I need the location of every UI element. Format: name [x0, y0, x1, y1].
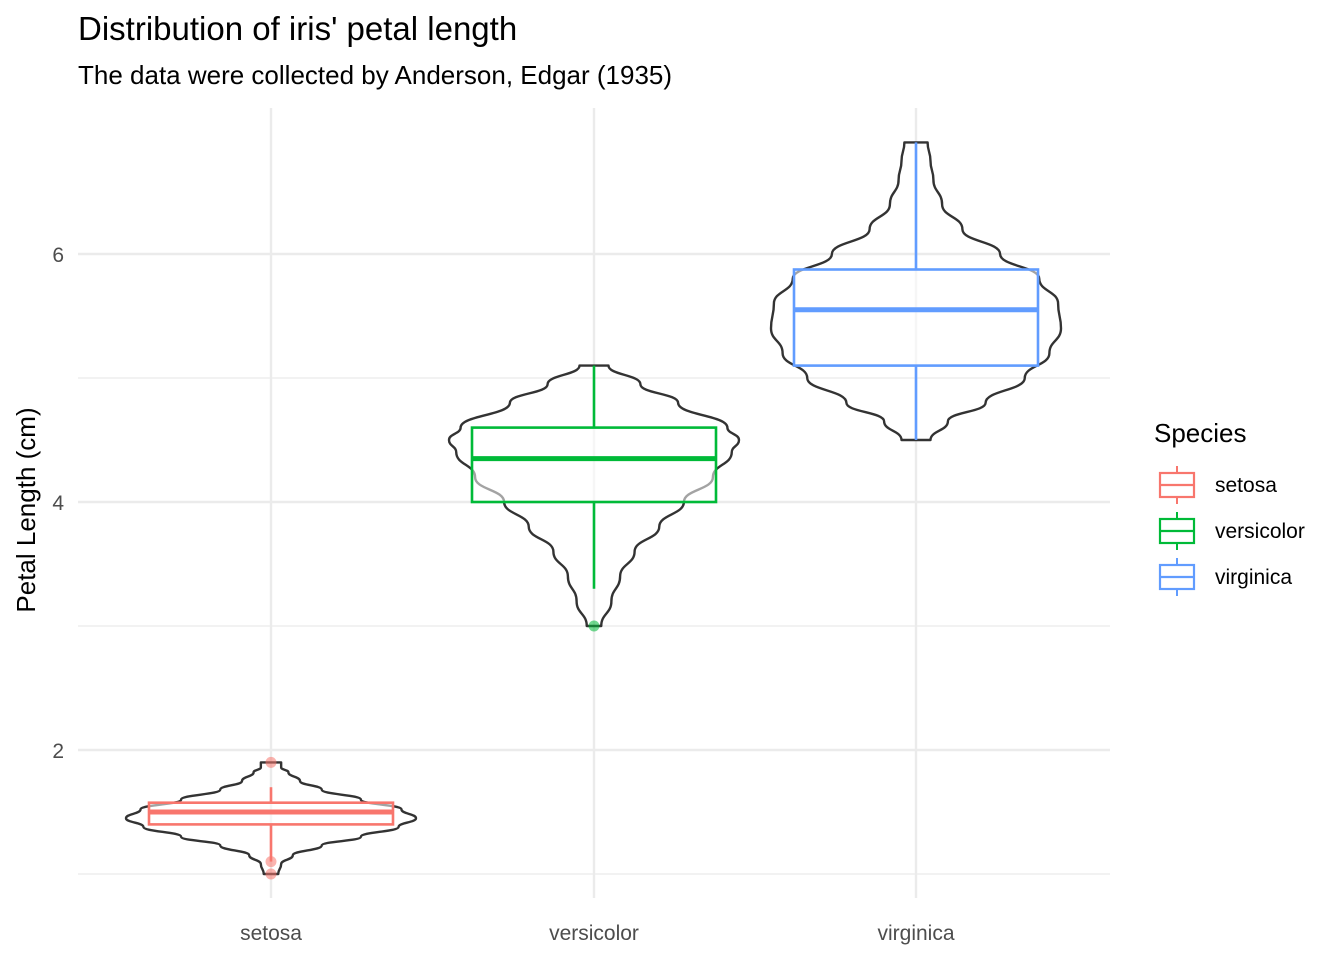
outlier-point [265, 868, 277, 880]
chart-subtitle: The data were collected by Anderson, Edg… [78, 60, 672, 90]
y-tick-label: 2 [52, 740, 64, 763]
box-virginica [792, 268, 1040, 367]
legend-label-virginica: virginica [1215, 566, 1292, 589]
x-tick-label: versicolor [549, 922, 639, 945]
outlier-point [265, 756, 277, 768]
violin-versicolor [447, 364, 741, 628]
box-versicolor [470, 426, 718, 504]
legend-label-setosa: setosa [1215, 474, 1277, 497]
legend-label-versicolor: versicolor [1215, 520, 1305, 543]
x-tick-label: setosa [240, 922, 302, 945]
x-tick-label: virginica [877, 922, 954, 945]
violin-virginica [769, 141, 1063, 442]
y-axis-title: Petal Length (cm) [11, 407, 41, 612]
outlier-point [265, 856, 277, 868]
outlier-point [588, 620, 600, 632]
axes: 2 4 6 setosa versicolor virginica [52, 244, 955, 945]
chart-title: Distribution of iris' petal length [78, 10, 517, 47]
outlier-points [265, 620, 600, 880]
legend: Species setosa versicolor virginica [1154, 418, 1305, 596]
y-tick-label: 6 [52, 244, 64, 267]
boxplots [147, 142, 1040, 862]
y-tick-label: 4 [52, 492, 64, 515]
legend-title: Species [1154, 418, 1247, 448]
